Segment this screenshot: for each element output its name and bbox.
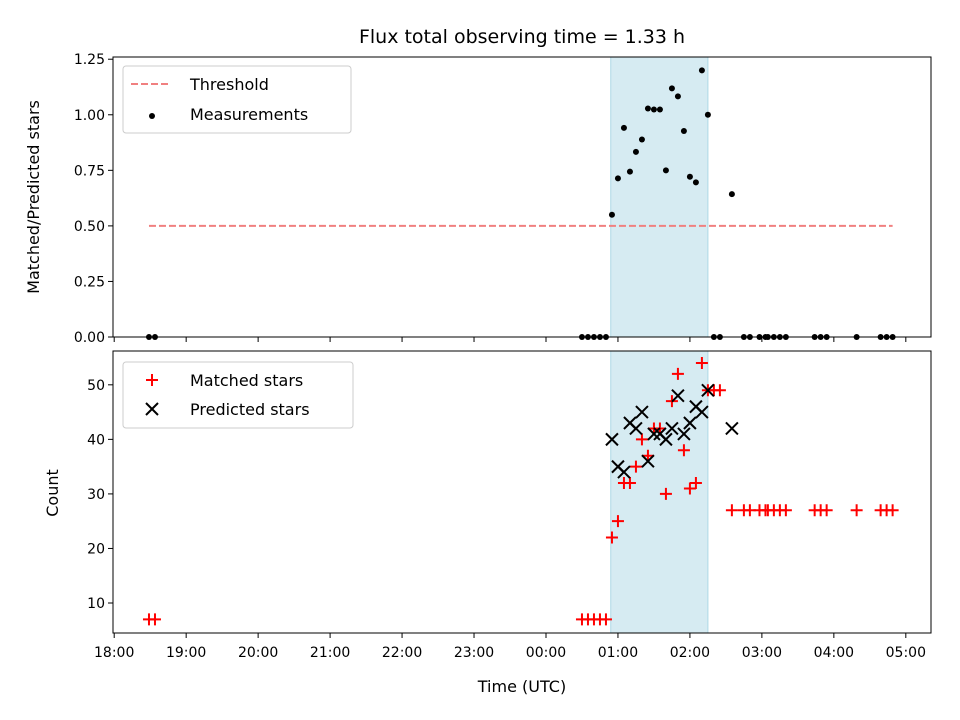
matched-stars-point	[850, 504, 863, 517]
y-tick-label: 0.25	[74, 274, 105, 290]
matched-stars-point	[671, 367, 684, 380]
predicted-stars-point	[617, 465, 631, 479]
legend-measurement-swatch	[149, 113, 155, 119]
x-tick-label: 20:00	[238, 645, 278, 661]
x-tick-label: 05:00	[886, 645, 926, 661]
measurement-point	[662, 167, 669, 174]
matched-stars-point	[148, 613, 161, 626]
predicted-stars-point	[701, 383, 715, 397]
y-tick-label: 1.00	[74, 108, 105, 124]
matched-stars-point	[695, 357, 708, 369]
matched-stars-point	[820, 504, 833, 517]
y-tick-label: 50	[87, 378, 105, 394]
observing-window-span	[610, 350, 709, 634]
x-tick-label: 02:00	[670, 645, 710, 661]
measurement-point	[680, 128, 687, 134]
matched-stars-point	[713, 384, 726, 397]
measurement-point	[632, 148, 639, 155]
predicted-stars-point	[647, 427, 661, 441]
legend-predicted-swatch	[145, 402, 159, 416]
matched-stars-point	[599, 613, 612, 626]
predicted-stars-point	[659, 432, 673, 447]
matched-stars-point	[659, 487, 672, 500]
measurement-point	[692, 179, 699, 186]
y-tick-label: 30	[87, 487, 105, 503]
top-y-axis-label: Matched/Predicted stars	[24, 100, 43, 294]
x-tick-label: 23:00	[454, 645, 494, 661]
measurement-point	[620, 124, 627, 131]
y-tick-label: 0.50	[74, 219, 105, 235]
measurement-point	[704, 111, 711, 118]
x-tick-label: 18:00	[94, 645, 134, 661]
measurement-point	[656, 106, 663, 113]
measurement-point	[668, 85, 675, 92]
y-tick-label: 10	[87, 596, 105, 612]
y-tick-label: 0.00	[74, 330, 105, 346]
matched-stars-point	[689, 477, 702, 489]
legend-label: Matched stars	[190, 371, 303, 390]
x-tick-label: 01:00	[598, 645, 638, 661]
axes-frame	[112, 350, 932, 634]
bottom-y-axis-label: Count	[43, 469, 62, 517]
y-tick-label: 40	[87, 432, 105, 448]
legend-label: Measurements	[190, 105, 308, 124]
matched-stars-point	[605, 531, 618, 544]
predicted-stars-point	[671, 389, 685, 403]
legend-label: Predicted stars	[190, 400, 310, 419]
matched-stars-point	[629, 460, 642, 473]
y-tick-label: 20	[87, 541, 105, 557]
x-tick-label: 21:00	[310, 645, 350, 661]
measurement-point	[626, 168, 633, 175]
matched-stars-point	[677, 444, 690, 457]
chart-title: Flux total observing time = 1.33 h	[359, 26, 685, 48]
x-axis-label: Time (UTC)	[477, 677, 566, 696]
matched-stars-point	[611, 515, 624, 528]
bottom-legend: Matched stars Predicted stars	[122, 361, 354, 429]
matched-stars-point	[641, 449, 654, 462]
predicted-stars-point	[605, 432, 619, 447]
measurement-point	[608, 211, 615, 218]
predicted-stars-point	[641, 454, 655, 468]
x-tick-label: 00:00	[526, 645, 566, 661]
x-tick-label: 03:00	[742, 645, 782, 661]
top-panel: 0.00 0.25 0.50 0.75 1.00 1.25 Threshold Measure…	[74, 52, 932, 346]
measurement-point	[650, 106, 657, 113]
x-tick-label: 19:00	[166, 645, 206, 661]
predicted-stars-point	[677, 427, 691, 441]
predicted-stars-point	[683, 416, 697, 430]
x-tick-label: 22:00	[382, 645, 422, 661]
legend-box	[122, 361, 354, 429]
matched-stars-point	[725, 504, 738, 517]
legend-box	[122, 65, 352, 134]
matched-stars-point	[635, 433, 648, 446]
matched-stars-point	[779, 504, 792, 517]
predicted-stars-point	[635, 405, 649, 419]
matched-stars-point	[886, 504, 899, 517]
y-tick-label: 1.25	[74, 52, 105, 68]
predicted-stars-point	[725, 421, 739, 436]
measurement-point	[698, 67, 705, 74]
predicted-stars-point	[695, 405, 709, 419]
measurement-point	[686, 173, 693, 180]
legend-matched-swatch	[146, 374, 158, 386]
measurement-point	[644, 105, 651, 112]
measurement-point	[674, 93, 681, 100]
top-legend: Threshold Measurements	[122, 65, 352, 134]
matched-stars-point	[683, 482, 696, 495]
measurement-point	[728, 191, 735, 198]
axes-frame	[112, 56, 932, 338]
bottom-panel: 18:00 19:00 20:00 21:00 22:00 23:00 00:00 01:00…	[87, 350, 932, 661]
matched-stars-point	[623, 477, 636, 489]
predicted-stars-point	[629, 421, 643, 436]
predicted-stars-point	[665, 421, 679, 436]
observing-window-span	[610, 56, 709, 338]
measurement-point	[614, 175, 621, 182]
measurement-point	[638, 136, 645, 143]
x-tick-label: 04:00	[814, 645, 854, 661]
y-tick-label: 0.75	[74, 163, 105, 179]
legend-label: Threshold	[189, 75, 269, 94]
